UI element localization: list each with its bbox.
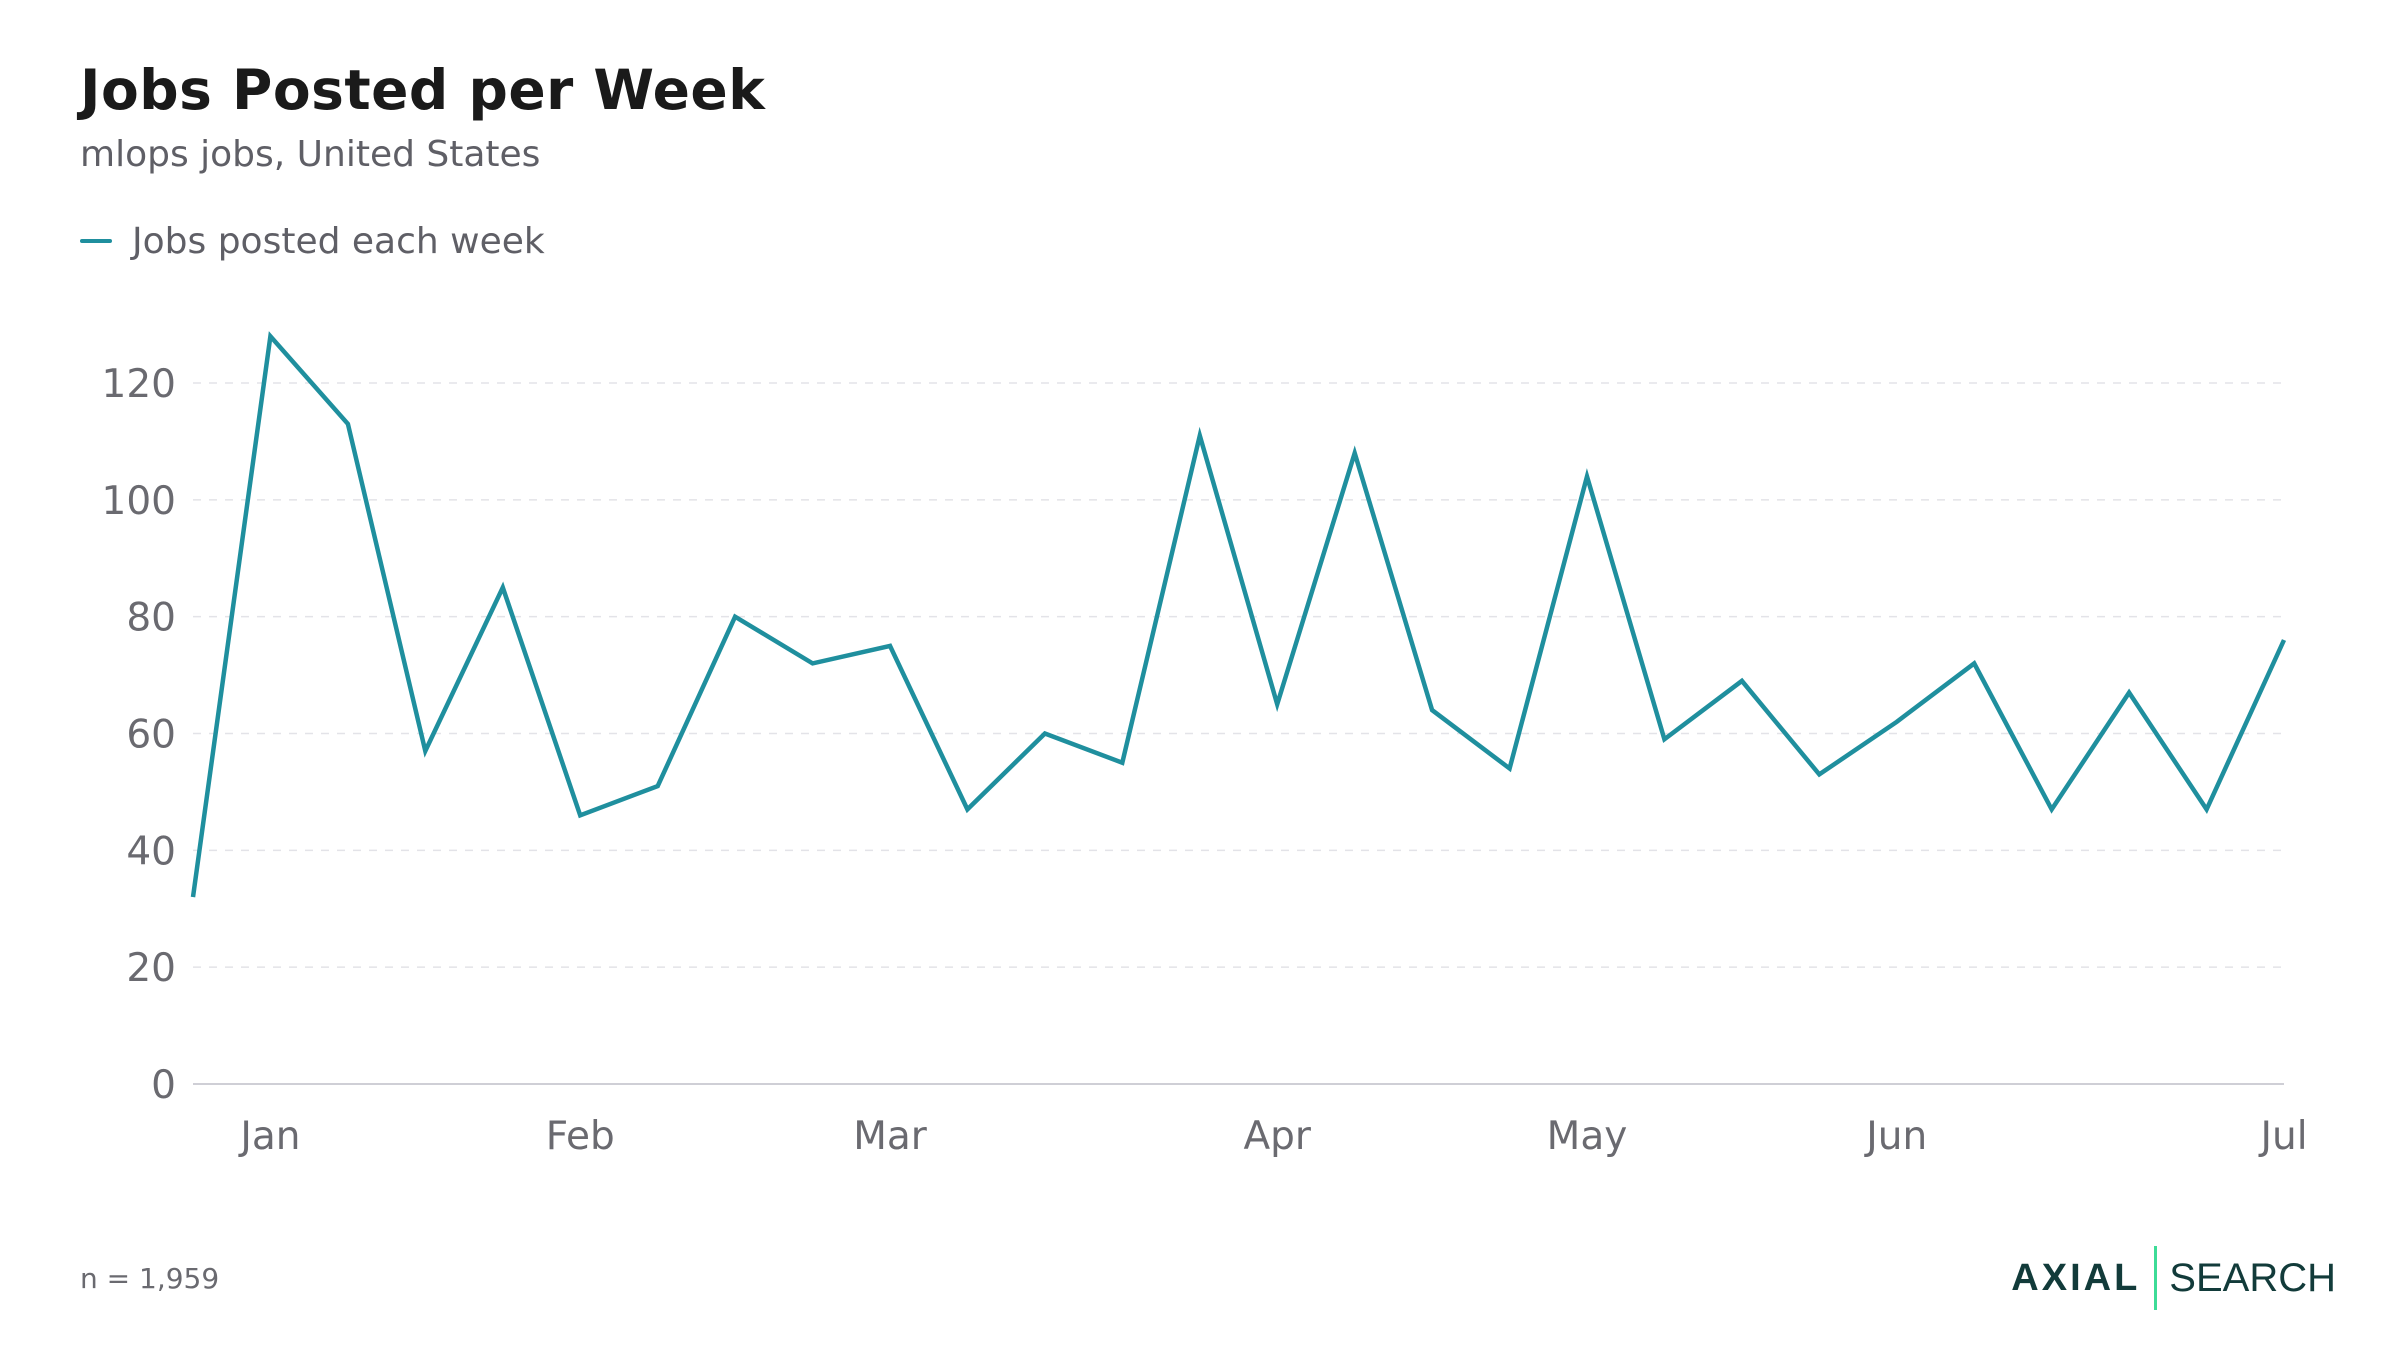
brand-logo: AXIAL SEARCH [2011,1246,2336,1310]
y-tick-label: 120 [102,362,176,407]
y-tick-label: 20 [126,946,176,991]
x-tick-label: Feb [546,1114,615,1159]
y-tick-label: 40 [126,829,176,874]
series-layer [190,331,2287,898]
brand-name: AXIAL [2011,1256,2141,1299]
chart-subtitle: mlops jobs, United States [80,134,541,175]
y-tick-label: 80 [126,596,176,641]
x-tick-label: Jun [1863,1114,1927,1159]
x-tick-label: Jul [2257,1114,2307,1159]
legend-label: Jobs posted each week [132,220,545,262]
y-tick-label: 60 [126,713,176,758]
x-axis-ticks: Jan Feb Mar Apr May Jun Jul [237,1114,2307,1159]
x-tick-label: Jan [237,1114,300,1159]
x-tick-label: Apr [1243,1114,1311,1159]
y-tick-label: 0 [151,1063,176,1108]
legend: Jobs posted each week [80,216,545,266]
chart-title: Jobs Posted per Week [80,58,766,122]
x-tick-label: May [1547,1114,1628,1159]
y-tick-label: 100 [102,479,176,524]
brand-divider [2154,1246,2158,1310]
grid-lines [193,382,2284,1085]
y-axis-ticks: 0 20 40 60 80 100 120 [102,362,176,1108]
sample-size-note: n = 1,959 [80,1262,220,1295]
x-tick-label: Mar [853,1114,928,1159]
legend-swatch [80,239,112,243]
brand-product: SEARCH [2169,1255,2336,1300]
series-line [190,331,2287,898]
